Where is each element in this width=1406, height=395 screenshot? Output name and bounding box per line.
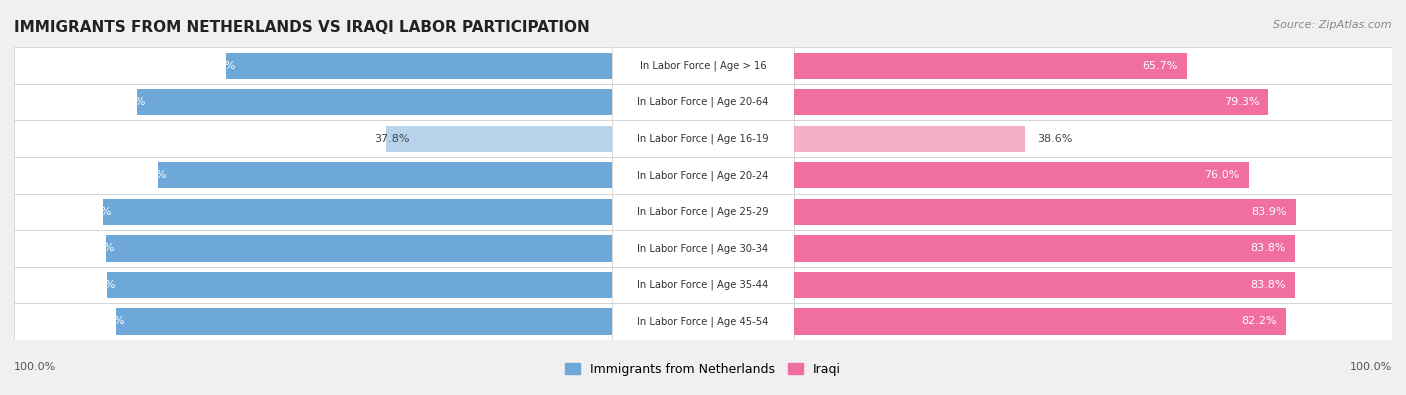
Bar — [385, 126, 612, 152]
Bar — [612, 47, 794, 84]
Text: 100.0%: 100.0% — [1350, 362, 1392, 372]
Bar — [612, 157, 794, 194]
Bar — [794, 89, 1268, 115]
Text: Source: ZipAtlas.com: Source: ZipAtlas.com — [1274, 20, 1392, 30]
Bar — [226, 53, 612, 79]
Text: In Labor Force | Age 16-19: In Labor Force | Age 16-19 — [637, 134, 769, 144]
Bar — [14, 157, 612, 194]
Text: 79.5%: 79.5% — [110, 97, 145, 107]
Text: In Labor Force | Age 45-54: In Labor Force | Age 45-54 — [637, 316, 769, 327]
Bar — [103, 199, 612, 225]
Bar — [794, 267, 1392, 303]
Text: 37.8%: 37.8% — [374, 134, 409, 144]
Text: 84.5%: 84.5% — [80, 280, 115, 290]
Text: 100.0%: 100.0% — [14, 362, 56, 372]
Bar — [14, 84, 612, 120]
Bar — [794, 84, 1392, 120]
Bar — [794, 230, 1392, 267]
Bar — [794, 126, 1025, 152]
Bar — [14, 47, 612, 84]
Text: 82.2%: 82.2% — [1241, 316, 1277, 326]
Bar — [794, 53, 1187, 79]
Bar — [14, 194, 612, 230]
Text: 83.8%: 83.8% — [1251, 243, 1286, 253]
Bar — [794, 303, 1392, 340]
Text: 85.1%: 85.1% — [77, 207, 112, 217]
Bar — [794, 162, 1249, 188]
Text: 75.9%: 75.9% — [132, 170, 167, 180]
Text: In Labor Force | Age 30-34: In Labor Force | Age 30-34 — [637, 243, 769, 254]
Bar — [117, 308, 612, 335]
Text: In Labor Force | Age 20-24: In Labor Force | Age 20-24 — [637, 170, 769, 181]
Bar — [136, 89, 612, 115]
Text: 83.9%: 83.9% — [1251, 207, 1286, 217]
Text: 65.7%: 65.7% — [1143, 61, 1178, 71]
Bar — [794, 235, 1295, 261]
Text: 38.6%: 38.6% — [1038, 134, 1073, 144]
Bar — [612, 120, 794, 157]
Text: In Labor Force | Age > 16: In Labor Force | Age > 16 — [640, 60, 766, 71]
Text: 79.3%: 79.3% — [1223, 97, 1260, 107]
Bar — [794, 308, 1285, 335]
Text: In Labor Force | Age 25-29: In Labor Force | Age 25-29 — [637, 207, 769, 217]
Text: In Labor Force | Age 20-64: In Labor Force | Age 20-64 — [637, 97, 769, 107]
Legend: Immigrants from Netherlands, Iraqi: Immigrants from Netherlands, Iraqi — [560, 358, 846, 381]
Bar — [14, 120, 612, 157]
Text: 64.5%: 64.5% — [200, 61, 235, 71]
Text: 83.8%: 83.8% — [1251, 280, 1286, 290]
Text: 82.9%: 82.9% — [90, 316, 125, 326]
Bar — [612, 267, 794, 303]
Text: IMMIGRANTS FROM NETHERLANDS VS IRAQI LABOR PARTICIPATION: IMMIGRANTS FROM NETHERLANDS VS IRAQI LAB… — [14, 20, 589, 35]
Text: In Labor Force | Age 35-44: In Labor Force | Age 35-44 — [637, 280, 769, 290]
Bar — [157, 162, 612, 188]
Bar — [14, 267, 612, 303]
Bar — [612, 194, 794, 230]
Text: 84.6%: 84.6% — [80, 243, 115, 253]
Bar — [794, 157, 1392, 194]
Bar — [794, 199, 1296, 225]
Bar — [794, 194, 1392, 230]
Bar — [794, 120, 1392, 157]
Bar — [612, 230, 794, 267]
Text: 76.0%: 76.0% — [1204, 170, 1240, 180]
Bar — [794, 272, 1295, 298]
Bar — [794, 47, 1392, 84]
Bar — [14, 303, 612, 340]
Bar — [612, 303, 794, 340]
Bar — [107, 272, 612, 298]
Bar — [105, 235, 612, 261]
Bar — [612, 84, 794, 120]
Bar — [14, 230, 612, 267]
